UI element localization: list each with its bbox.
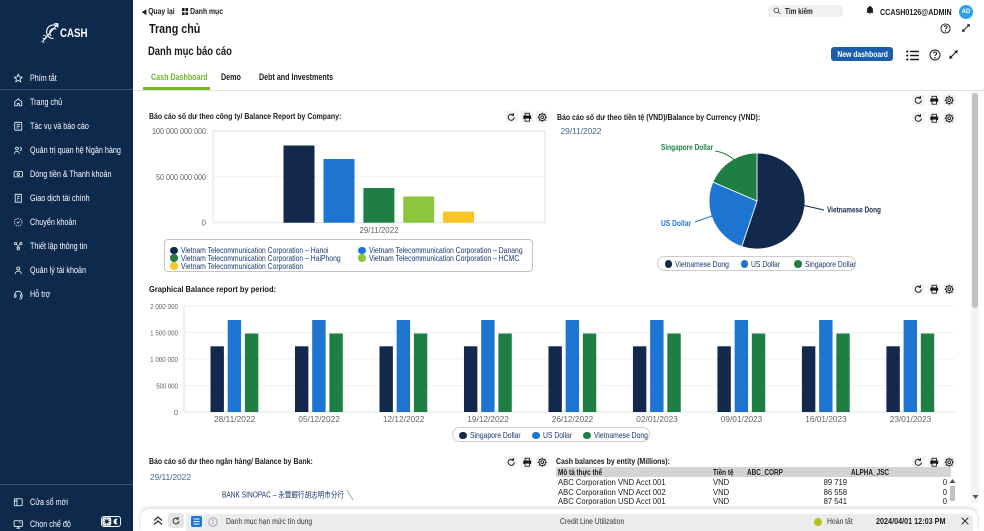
svg-text:28/11/2022: 28/11/2022 [214, 415, 256, 424]
svg-text:19/12/2022: 19/12/2022 [467, 415, 509, 424]
svg-text:50 000 000 000: 50 000 000 000 [156, 173, 206, 182]
svg-text:1 500 000: 1 500 000 [150, 329, 178, 338]
svg-text:500 000: 500 000 [156, 382, 178, 391]
svg-text:US Dollar: US Dollar [661, 218, 692, 228]
svg-text:BANK SINOPAC – 永豐銀行胡志明市分行: BANK SINOPAC – 永豐銀行胡志明市分行 [222, 490, 344, 500]
svg-text:CASH: CASH [60, 28, 88, 40]
svg-text:0: 0 [202, 219, 207, 228]
svg-text:1 000 000: 1 000 000 [150, 355, 178, 364]
svg-text:Singapore Dollar: Singapore Dollar [661, 142, 714, 152]
svg-text:29/11/2022: 29/11/2022 [360, 225, 399, 235]
svg-text:100 000 000 000: 100 000 000 000 [152, 127, 206, 136]
svg-text:09/01/2023: 09/01/2023 [721, 415, 763, 424]
svg-text:16/01/2023: 16/01/2023 [805, 415, 847, 424]
svg-text:23/01/2023: 23/01/2023 [890, 415, 932, 424]
svg-text:0: 0 [174, 408, 178, 417]
svg-text:Vietnamese Dong: Vietnamese Dong [827, 205, 881, 215]
svg-text:12/12/2022: 12/12/2022 [383, 415, 425, 424]
svg-text:26/12/2022: 26/12/2022 [552, 415, 594, 424]
svg-text:02/01/2023: 02/01/2023 [636, 415, 678, 424]
svg-text:2 000 000: 2 000 000 [150, 302, 178, 311]
svg-text:05/12/2022: 05/12/2022 [298, 415, 340, 424]
